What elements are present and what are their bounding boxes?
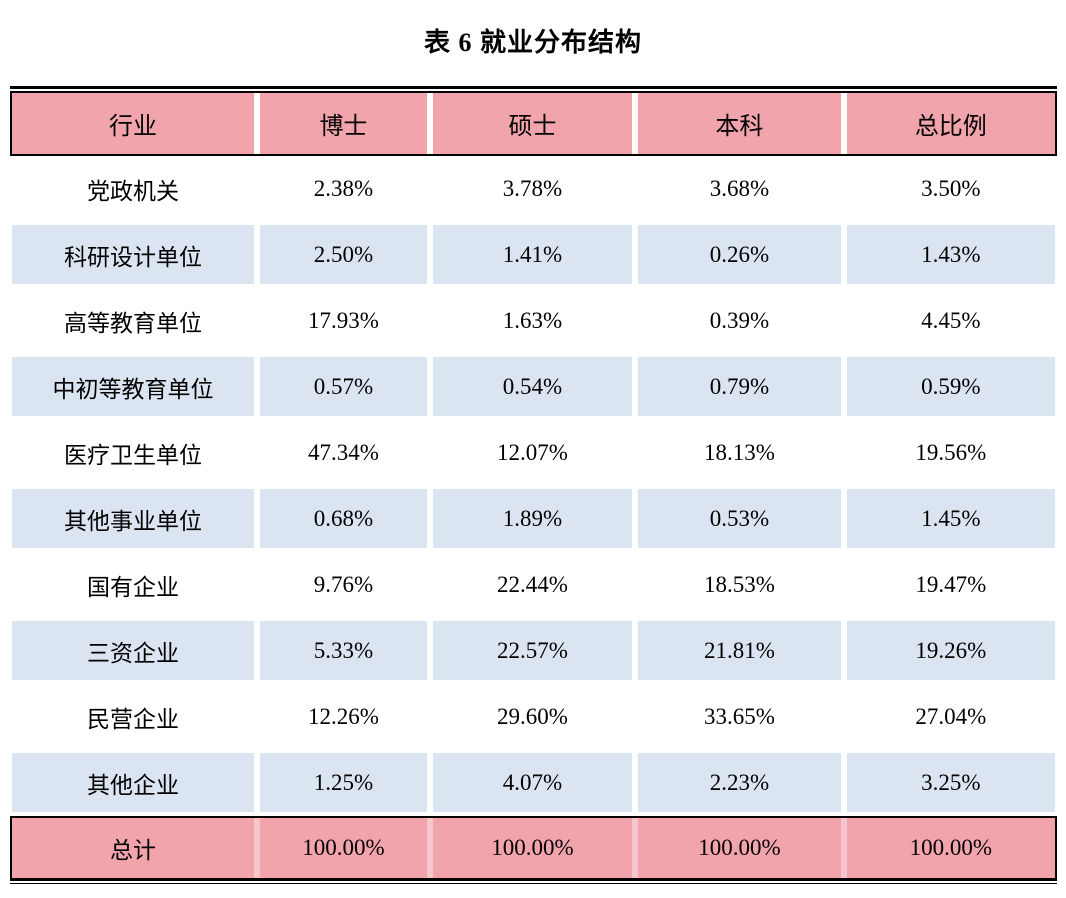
total-value-cell: 100.00%: [638, 817, 841, 878]
value-cell: 18.13%: [638, 423, 841, 482]
industry-cell: 其他事业单位: [12, 489, 255, 548]
industry-cell: 中初等教育单位: [12, 357, 255, 416]
header-cell-total-ratio: 总比例: [846, 92, 1055, 154]
value-cell: 3.68%: [638, 159, 841, 218]
employment-table: 行业 博士 硕士 本科 总比例 党政机关 2.38% 3.78% 3.68% 3…: [10, 86, 1057, 884]
table-total-row: 总计 100.00% 100.00% 100.00% 100.00%: [10, 817, 1057, 878]
table-row: 国有企业 9.76% 22.44% 18.53% 19.47%: [10, 551, 1057, 618]
total-value-cell: 100.00%: [432, 817, 633, 878]
value-cell: 33.65%: [638, 687, 841, 746]
value-cell: 22.57%: [432, 621, 633, 680]
value-cell: 5.33%: [260, 621, 427, 680]
header-cell-industry: 行业: [12, 92, 255, 154]
value-cell: 1.43%: [846, 225, 1055, 284]
total-value-cell: 100.00%: [260, 817, 427, 878]
value-cell: 29.60%: [432, 687, 633, 746]
value-cell: 12.07%: [432, 423, 633, 482]
table-row: 三资企业 5.33% 22.57% 21.81% 19.26%: [10, 617, 1057, 684]
value-cell: 4.07%: [432, 753, 633, 812]
value-cell: 3.25%: [846, 753, 1055, 812]
value-cell: 0.57%: [260, 357, 427, 416]
value-cell: 2.23%: [638, 753, 841, 812]
value-cell: 27.04%: [846, 687, 1055, 746]
table-title: 表 6 就业分布结构: [423, 28, 642, 57]
value-cell: 1.45%: [846, 489, 1055, 548]
value-cell: 0.39%: [638, 291, 841, 350]
value-cell: 2.38%: [260, 159, 427, 218]
value-cell: 21.81%: [638, 621, 841, 680]
table-row: 党政机关 2.38% 3.78% 3.68% 3.50%: [10, 155, 1057, 222]
value-cell: 3.78%: [432, 159, 633, 218]
value-cell: 1.25%: [260, 753, 427, 812]
value-cell: 1.89%: [432, 489, 633, 548]
total-value-cell: 100.00%: [846, 817, 1055, 878]
value-cell: 0.59%: [846, 357, 1055, 416]
value-cell: 3.50%: [846, 159, 1055, 218]
industry-cell: 三资企业: [12, 621, 255, 680]
industry-cell: 党政机关: [12, 159, 255, 218]
header-cell-phd: 博士: [260, 92, 427, 154]
value-cell: 9.76%: [260, 555, 427, 614]
table-row: 高等教育单位 17.93% 1.63% 0.39% 4.45%: [10, 287, 1057, 354]
value-cell: 0.54%: [432, 357, 633, 416]
value-cell: 22.44%: [432, 555, 633, 614]
table-header-row: 行业 博士 硕士 本科 总比例: [10, 92, 1057, 156]
value-cell: 2.50%: [260, 225, 427, 284]
table-row: 科研设计单位 2.50% 1.41% 0.26% 1.43%: [10, 221, 1057, 288]
industry-cell: 其他企业: [12, 753, 255, 812]
industry-cell: 高等教育单位: [12, 291, 255, 350]
value-cell: 0.53%: [638, 489, 841, 548]
value-cell: 19.56%: [846, 423, 1055, 482]
value-cell: 19.47%: [846, 555, 1055, 614]
table-row: 其他事业单位 0.68% 1.89% 0.53% 1.45%: [10, 485, 1057, 552]
header-cell-bachelor: 本科: [638, 92, 841, 154]
table-bottom-rule-thick: [10, 877, 1057, 881]
industry-cell: 医疗卫生单位: [12, 423, 255, 482]
value-cell: 12.26%: [260, 687, 427, 746]
table-row: 其他企业 1.25% 4.07% 2.23% 3.25%: [10, 749, 1057, 816]
value-cell: 0.79%: [638, 357, 841, 416]
table-row: 中初等教育单位 0.57% 0.54% 0.79% 0.59%: [10, 353, 1057, 420]
industry-cell: 民营企业: [12, 687, 255, 746]
table-row: 医疗卫生单位 47.34% 12.07% 18.13% 19.56%: [10, 419, 1057, 486]
table-row: 民营企业 12.26% 29.60% 33.65% 27.04%: [10, 683, 1057, 750]
table-bottom-rule-thin: [10, 882, 1057, 884]
value-cell: 17.93%: [260, 291, 427, 350]
value-cell: 19.26%: [846, 621, 1055, 680]
table-top-rule-thick: [10, 86, 1057, 89]
value-cell: 18.53%: [638, 555, 841, 614]
table-top-rule-gap: [10, 89, 1057, 91]
industry-cell: 国有企业: [12, 555, 255, 614]
value-cell: 1.41%: [432, 225, 633, 284]
industry-cell: 科研设计单位: [12, 225, 255, 284]
value-cell: 1.63%: [432, 291, 633, 350]
value-cell: 0.68%: [260, 489, 427, 548]
value-cell: 0.26%: [638, 225, 841, 284]
header-cell-master: 硕士: [432, 92, 633, 154]
value-cell: 4.45%: [846, 291, 1055, 350]
total-top-rule: [10, 815, 1057, 818]
value-cell: 47.34%: [260, 423, 427, 482]
table-bottom-rule-gap: [10, 880, 1057, 883]
table-top-rule-thin: [10, 91, 1057, 93]
total-label-cell: 总计: [12, 817, 255, 878]
